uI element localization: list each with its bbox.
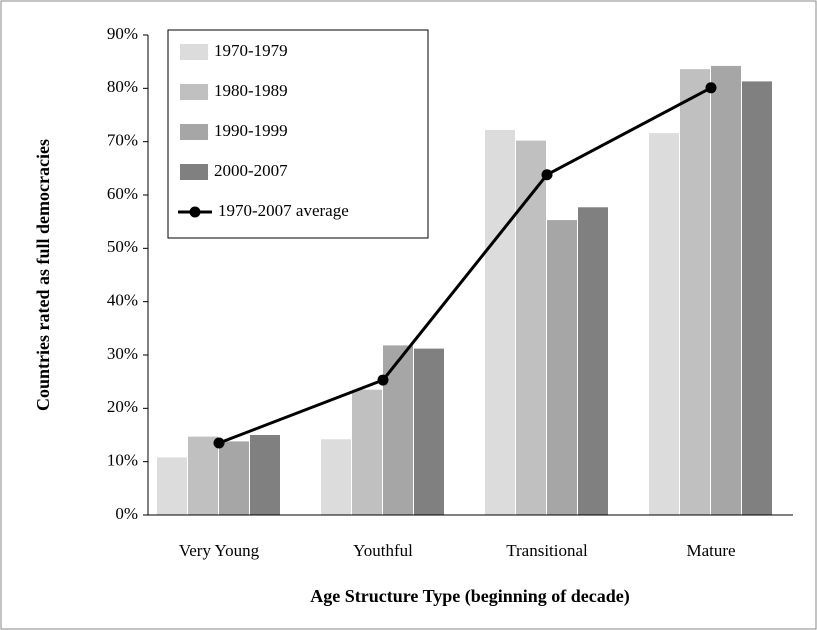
y-tick-label: 50% [107,237,138,256]
average-marker [705,82,717,94]
legend-marker [189,206,201,218]
bar [516,140,546,515]
bar [742,81,772,516]
y-tick-label: 20% [107,397,138,416]
x-tick-label: Transitional [506,541,588,560]
x-tick-label: Mature [686,541,735,560]
bar [578,207,608,515]
bar [157,457,187,515]
bar [711,65,741,515]
bar [414,348,444,515]
y-tick-label: 60% [107,184,138,203]
x-tick-label: Very Young [179,541,260,560]
bar [649,133,679,515]
average-marker [377,374,389,386]
y-tick-label: 10% [107,451,138,470]
x-axis-title: Age Structure Type (beginning of decade) [310,586,630,607]
legend-swatch [180,84,208,100]
y-tick-label: 70% [107,131,138,150]
bar [680,69,710,515]
legend-label: 1980-1989 [214,81,288,100]
bar [219,441,249,515]
y-tick-label: 90% [107,24,138,43]
y-tick-label: 0% [115,504,138,523]
bar [250,435,280,515]
bar [383,345,413,515]
y-axis-title: Countries rated as full democracies [33,139,53,411]
x-tick-label: Youthful [353,541,413,560]
bar [352,389,382,515]
average-marker [541,169,553,181]
bar [547,220,577,516]
legend-swatch [180,164,208,180]
legend-label: 1990-1999 [214,121,288,140]
legend-swatch [180,44,208,60]
bar [485,129,515,515]
average-marker [213,437,225,449]
y-tick-label: 30% [107,344,138,363]
legend-swatch [180,124,208,140]
average-line [218,86,712,445]
legend-label: 2000-2007 [214,161,288,180]
y-tick-label: 80% [107,77,138,96]
legend-label: 1970-1979 [214,41,288,60]
y-tick-label: 40% [107,291,138,310]
bar [321,439,351,515]
bar [188,436,218,515]
legend-box [167,29,429,239]
legend-label: 1970-2007 average [218,201,349,220]
